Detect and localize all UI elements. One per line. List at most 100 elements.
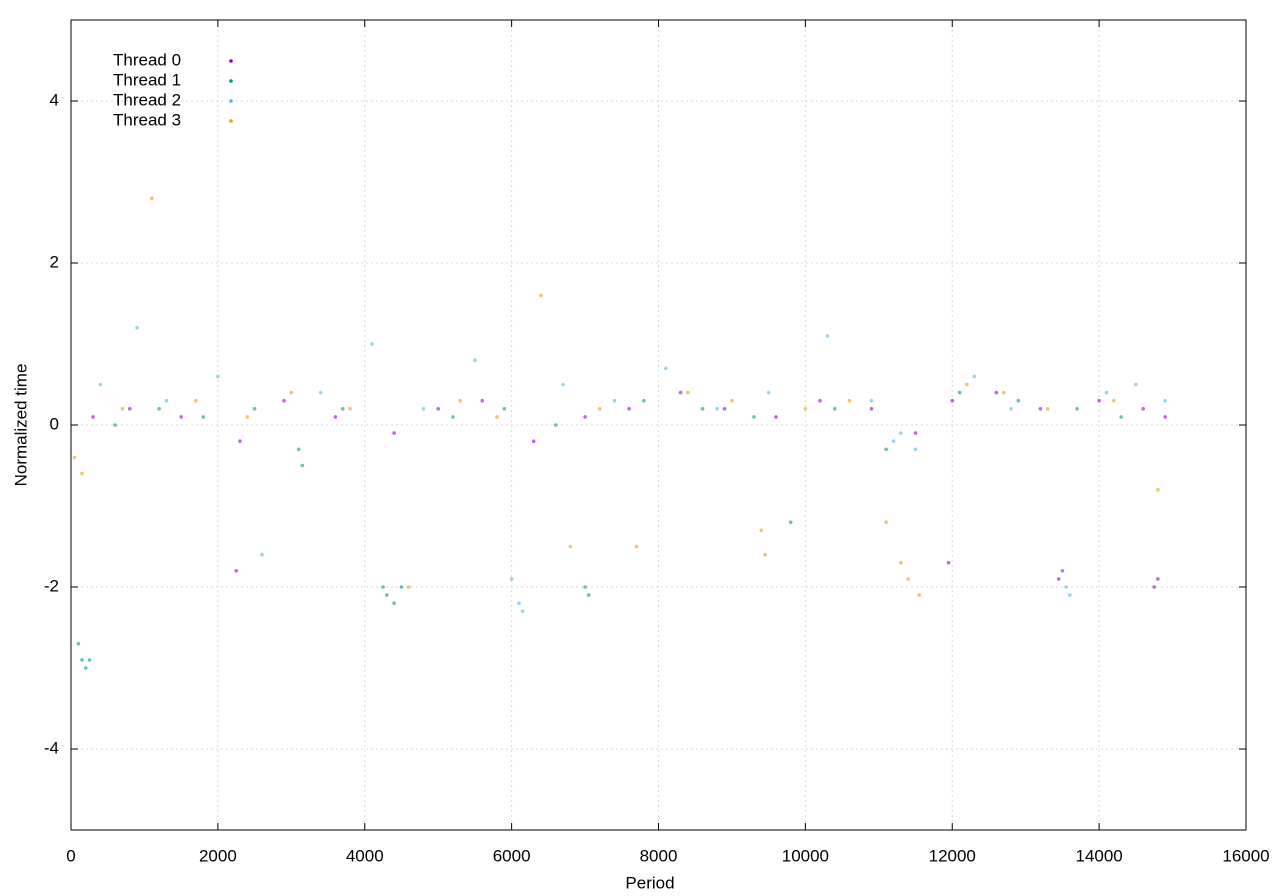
scatter-point [1134,382,1138,387]
x-tick-label: 8000 [640,846,678,865]
scatter-point [1097,398,1101,403]
scatter-point [1119,415,1123,419]
scatter-point [348,407,352,411]
scatter-point [561,382,565,387]
scatter-point [818,398,822,403]
scatter-point [763,552,767,557]
scatter-point [392,601,396,605]
scatter-point [678,390,683,395]
scatter-point [1163,415,1168,419]
scatter-point [803,407,808,411]
scatter-point [238,439,242,444]
x-tick-label: 0 [66,846,75,865]
x-tick-label: 6000 [493,846,531,865]
scatter-point [480,398,485,403]
y-tick-label: 2 [50,252,59,271]
scatter-point [899,560,903,565]
scatter-point [517,601,521,605]
scatter-point [149,196,154,200]
scatter-point [722,407,727,411]
scatter-point [634,544,639,549]
x-tick-label: 10000 [782,846,829,865]
legend-marker [229,119,233,123]
scatter-point [946,560,951,565]
scatter-point [847,398,852,403]
scatter-point [87,658,92,662]
scatter-point [568,544,573,549]
scatter-point [157,407,161,411]
scatter-point [384,593,389,597]
scatter-point [994,390,999,395]
scatter-point [686,390,690,395]
scatter-point [381,585,385,589]
scatter-point [730,398,734,403]
scatter-point [957,390,962,395]
scatter-point [759,528,764,533]
scatter-point [1104,390,1109,395]
scatter-point [282,398,286,403]
scatter-point [586,593,591,597]
scatter-point [1152,585,1157,589]
scatter-point [1163,398,1168,403]
y-tick-label: -4 [44,738,59,757]
scatter-point [1016,398,1021,403]
scatter-point [1060,569,1065,573]
scatter-point [664,366,668,371]
scatter-point [1001,390,1006,395]
scatter-point [1075,407,1079,411]
scatter-point [520,609,525,614]
scatter-point [642,398,646,403]
scatter-point [972,374,977,379]
scatter-point [72,455,77,460]
scatter-point [1156,577,1160,581]
scatter-point [179,415,183,419]
scatter-point [98,382,103,387]
scatter-point [539,293,543,298]
scatter-point [1156,488,1160,492]
scatter-point [832,407,837,411]
scatter-point [627,407,631,411]
y-tick-label: 4 [50,90,59,109]
scatter-point [1067,593,1072,597]
scatter-point [300,463,305,468]
scatter-point [120,407,125,411]
scatter-point [715,407,720,411]
scatter-point [502,407,507,411]
scatter-point [333,415,338,419]
scatter-point [1009,407,1013,411]
scatter-point [451,415,455,419]
scatter-point [553,423,558,427]
scatter-point [950,398,955,403]
scatter-point [597,407,602,411]
scatter-point [788,520,793,524]
legend-marker [229,59,233,63]
legend-label: Thread 2 [113,90,181,109]
scatter-point [774,415,778,419]
scatter-point [825,334,830,338]
scatter-point [1112,398,1116,403]
scatter-point [1045,407,1050,411]
scatter-point [612,398,617,403]
plot-frame [70,19,1247,831]
scatter-point [216,374,220,379]
scatter-point [1056,577,1061,581]
scatter-point [869,407,874,411]
scatter-point [913,431,918,435]
scatter-point [392,431,396,435]
scatter-point [884,447,888,452]
scatter-point [436,407,440,411]
scatter-point [473,358,477,363]
scatter-point [913,447,918,452]
x-tick-label: 14000 [1075,846,1122,865]
scatter-point [421,407,426,411]
scatter-point [509,577,514,581]
scatter-point [80,658,84,662]
x-tick-label: 4000 [346,846,384,865]
x-tick-label: 12000 [929,846,976,865]
scatter-point [906,577,910,581]
scatter-point [884,520,888,524]
scatter-point [83,666,88,670]
scatter-point [164,398,169,403]
scatter-point [113,423,117,427]
